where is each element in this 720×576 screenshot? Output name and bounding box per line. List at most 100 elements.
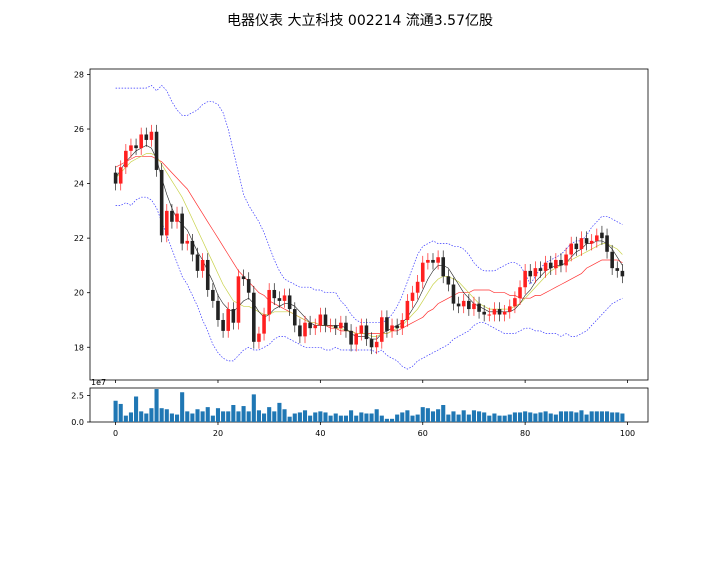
volume-bar [144, 413, 149, 422]
ma-mid-line [115, 153, 623, 337]
volume-bar [517, 412, 523, 422]
candle-body [584, 238, 589, 244]
candle-body [400, 319, 405, 329]
candle-body [257, 333, 261, 342]
volume-bar [497, 415, 502, 422]
candle-body [313, 325, 318, 329]
volume-axes-frame [89, 387, 649, 423]
volume-bar [538, 412, 543, 422]
volume-bar [461, 410, 466, 422]
volume-bar [256, 410, 261, 422]
volume-bar [395, 414, 400, 422]
candle-body [159, 169, 164, 236]
ma-long-line [115, 155, 623, 334]
candle-body [129, 145, 133, 151]
volume-bar [333, 413, 338, 422]
boll-upper-line [115, 84, 623, 324]
volume-bar [441, 405, 446, 422]
volume-bar [313, 412, 318, 422]
y-tick-label: 22 [74, 234, 84, 243]
candle-body [502, 311, 507, 315]
volume-bar [558, 411, 564, 422]
candle-body [308, 322, 312, 329]
volume-bar [323, 412, 328, 422]
volume-bar [241, 406, 246, 422]
y-tick-label: 28 [74, 70, 84, 79]
candle-body [134, 145, 138, 149]
volume-bar [272, 411, 277, 422]
volume-bar [134, 396, 139, 422]
candle-body [426, 259, 430, 263]
ma-short-line [115, 145, 623, 340]
volume-bar [456, 414, 461, 422]
candle-body [318, 314, 323, 326]
volume-bar [564, 411, 569, 422]
volume-bar [118, 403, 123, 422]
volume-bar [123, 415, 128, 422]
candle-body [185, 240, 190, 244]
volume-bar [287, 416, 292, 422]
volume-bar [543, 411, 548, 422]
x-tick-label: 40 [315, 429, 325, 438]
candle-body [564, 254, 568, 266]
candle-body [328, 325, 333, 327]
candle-body [554, 259, 558, 269]
candle-body [410, 292, 415, 301]
y-tick-label: 20 [74, 289, 84, 298]
candle-body [333, 325, 338, 329]
volume-bar [620, 413, 625, 422]
candle-body [344, 322, 348, 331]
volume-bar [420, 407, 425, 422]
candle-body [451, 284, 456, 304]
candle-body [600, 232, 604, 239]
volume-bar [205, 407, 210, 422]
x-tick-label: 60 [418, 429, 428, 438]
volume-bar [569, 411, 574, 422]
candle-body [241, 276, 246, 280]
volume-bar [400, 412, 405, 422]
volume-bar [195, 409, 200, 422]
candle-body [620, 270, 625, 277]
x-tick-label: 20 [213, 429, 223, 438]
candle-body [211, 289, 215, 301]
candle-body [287, 295, 292, 310]
volume-bar [251, 394, 256, 422]
candle-body [354, 333, 358, 345]
volume-y-tick-label: 2.5 [71, 391, 84, 400]
candle-body [282, 295, 287, 301]
candle-body [477, 303, 481, 312]
candle-body [262, 314, 266, 334]
volume-bar [338, 415, 343, 422]
volume-bar [584, 414, 589, 422]
candle-body [374, 341, 379, 348]
price-axes-frame [89, 68, 649, 381]
volume-bar [180, 392, 185, 422]
x-tick-label: 80 [520, 429, 530, 438]
candle-body [380, 317, 384, 342]
boll-lower-line [115, 196, 623, 370]
volume-bar [482, 412, 487, 422]
candle-body [528, 270, 533, 277]
candle-body [231, 309, 236, 323]
volume-bar [410, 415, 415, 422]
volume-bar [349, 410, 354, 422]
volume-bar [523, 411, 528, 422]
y-tick-label: 24 [74, 180, 84, 189]
volume-bar [200, 411, 205, 422]
volume-bar [579, 410, 584, 422]
candle-body [205, 259, 210, 290]
volume-bar [425, 408, 430, 422]
volume-bar [405, 410, 410, 422]
candle-body [472, 303, 476, 310]
candle-body [292, 309, 297, 326]
volume-bar [159, 408, 164, 422]
volume-bar [610, 412, 615, 422]
candle-body [518, 287, 522, 299]
candle-body [533, 268, 538, 277]
candle-body [523, 270, 527, 288]
volume-bar [282, 409, 287, 422]
volume-bar [374, 409, 379, 422]
volume-bar [267, 407, 272, 422]
